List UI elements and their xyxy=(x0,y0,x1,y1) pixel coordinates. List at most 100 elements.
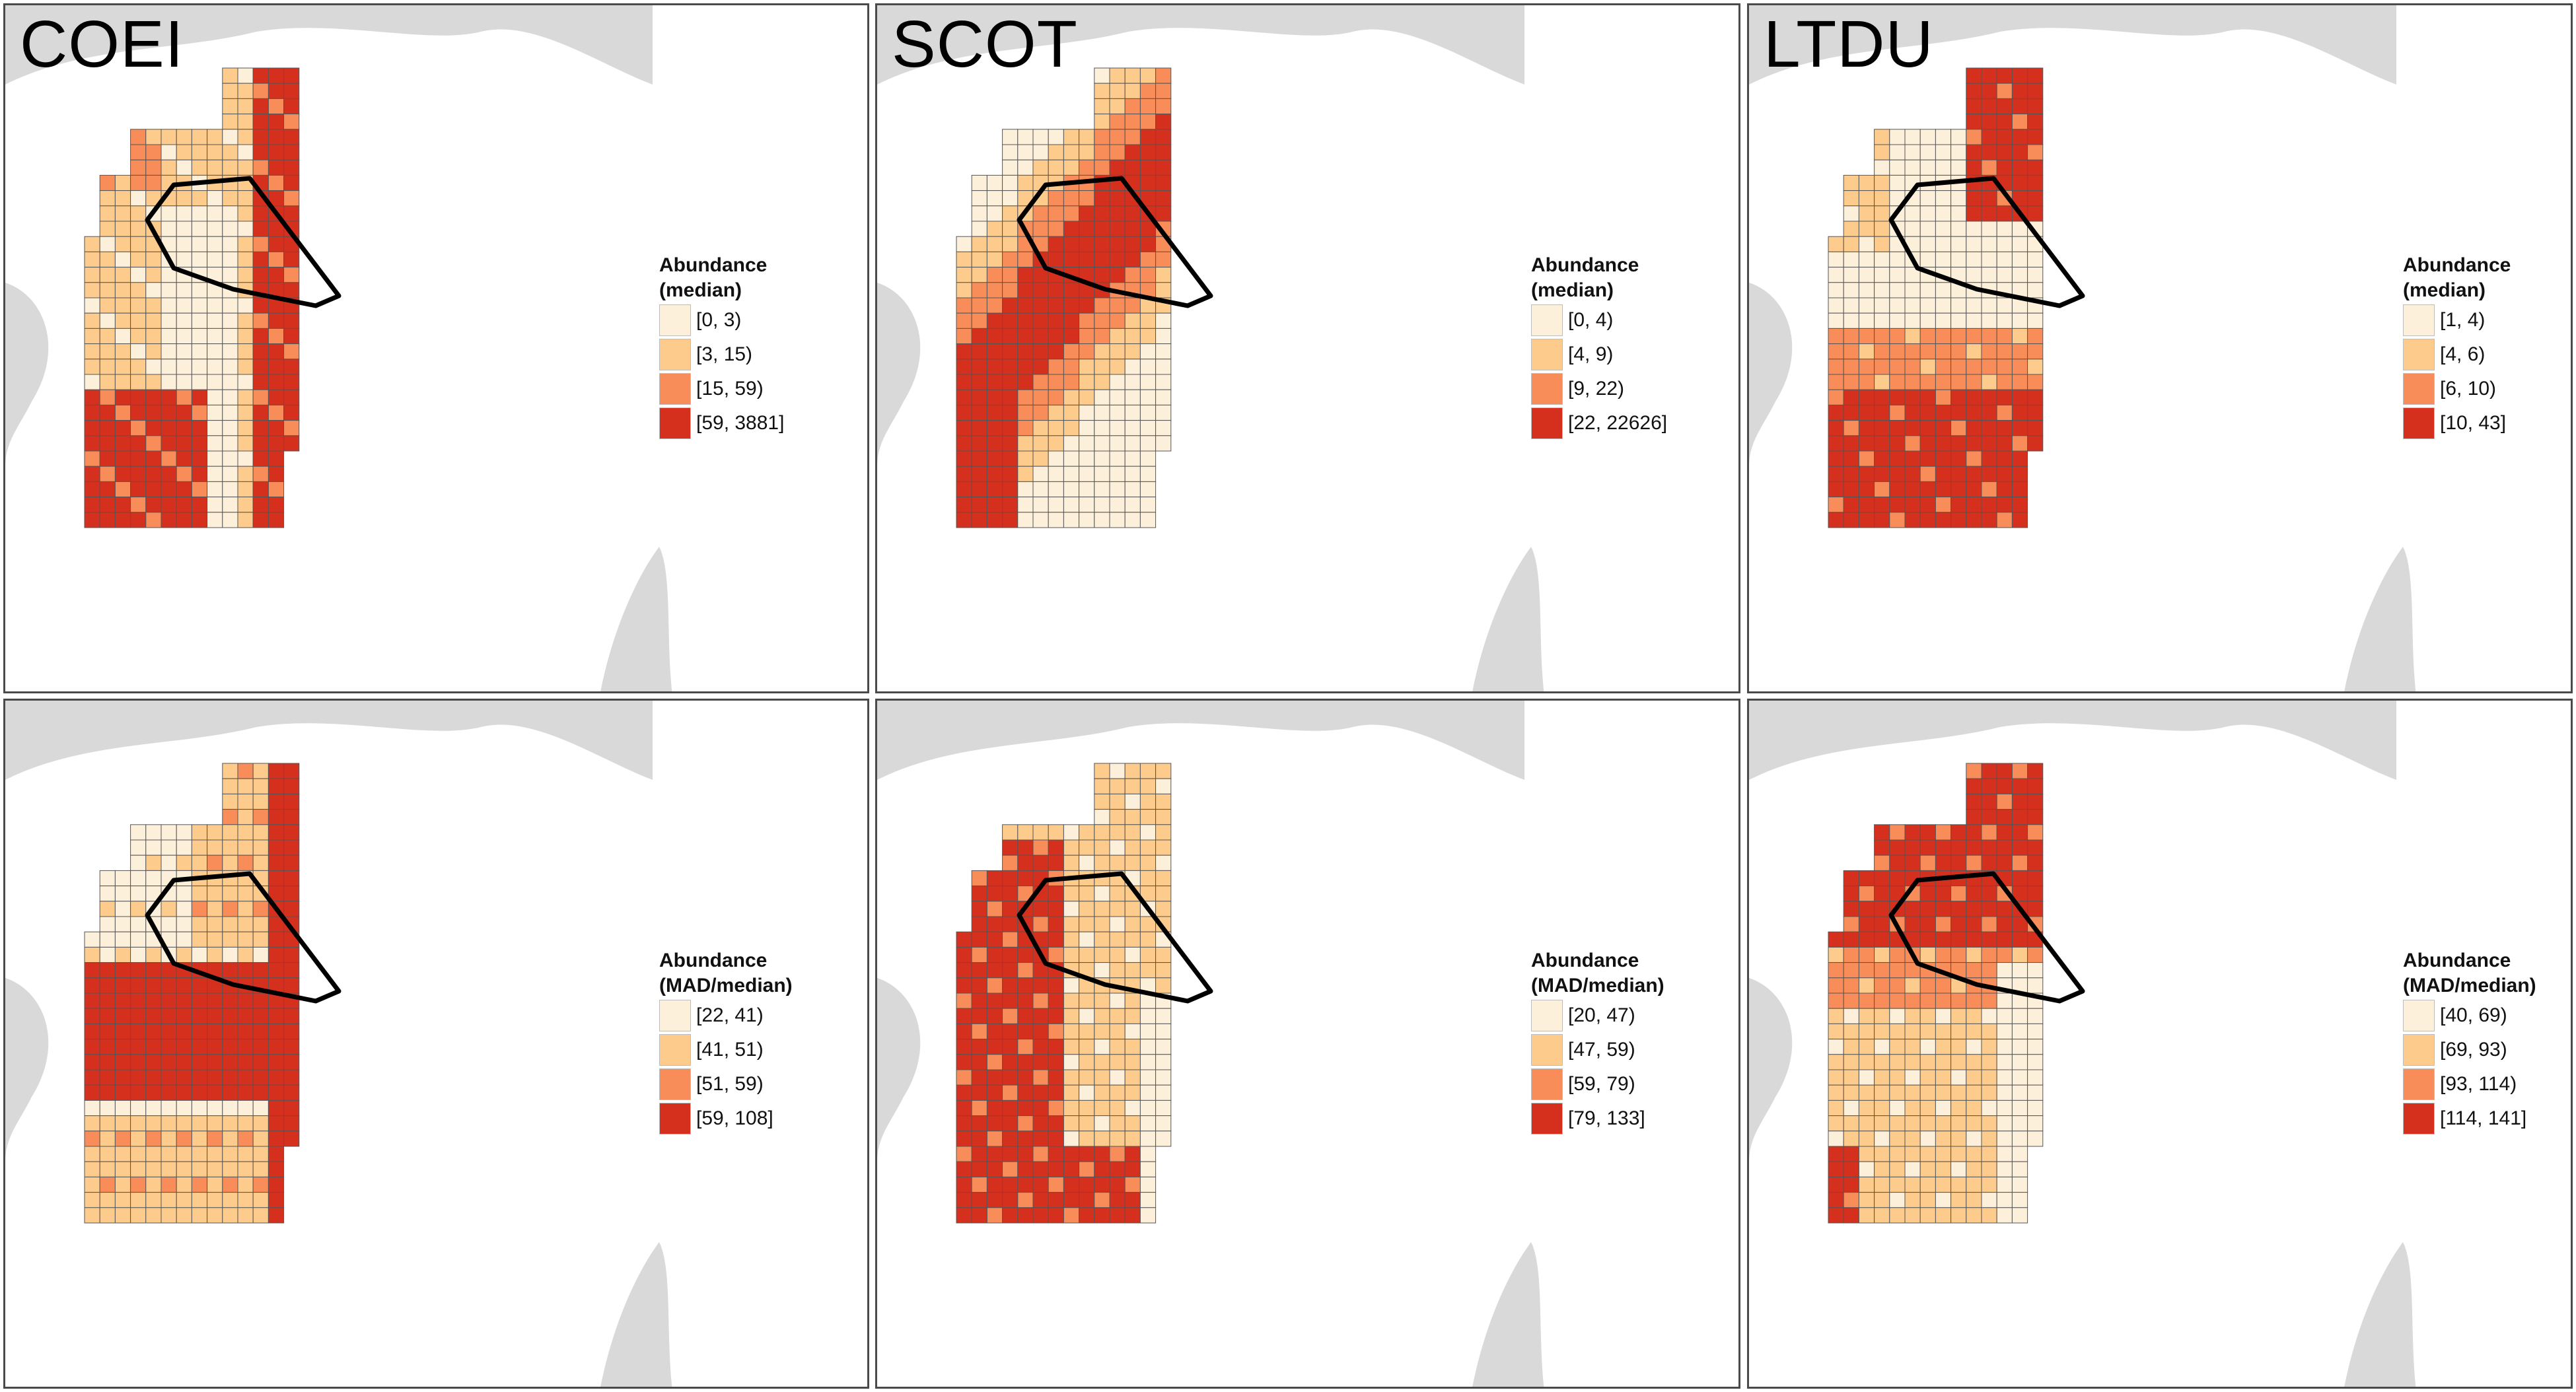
grid-cell xyxy=(1079,312,1095,329)
grid-cell xyxy=(130,1099,147,1117)
grid-cell xyxy=(1032,1023,1049,1040)
grid-cell xyxy=(1889,404,1906,421)
grid-cell xyxy=(1002,236,1019,252)
grid-cell xyxy=(1904,359,1921,375)
grid-cell xyxy=(1155,809,1172,825)
grid-cell xyxy=(1919,824,1936,841)
grid-cell xyxy=(1017,1023,1034,1040)
grid-cell xyxy=(1889,946,1906,963)
grid-cell xyxy=(1935,977,1952,994)
grid-cell xyxy=(1981,854,1997,871)
legend-title: Abundance xyxy=(659,950,768,971)
grid-cell xyxy=(1919,992,1936,1009)
grid-cell xyxy=(1935,404,1952,421)
grid-cell xyxy=(268,67,285,84)
grid-cell xyxy=(1843,1161,1859,1177)
grid-cell xyxy=(114,205,131,222)
grid-cell xyxy=(971,205,987,222)
grid-cell xyxy=(1094,1008,1110,1024)
grid-cell xyxy=(1002,205,1019,222)
grid-cell xyxy=(84,359,100,375)
grid-cell xyxy=(986,992,1003,1009)
grid-cell xyxy=(1017,343,1034,360)
grid-cell xyxy=(99,1161,116,1177)
grid-cell xyxy=(2027,359,2044,375)
grid-cell xyxy=(1889,1084,1906,1101)
grid-cell xyxy=(2027,1115,2044,1132)
grid-cell xyxy=(268,854,285,871)
grid-cell xyxy=(1889,1146,1906,1162)
panel-coei-mad: Abundance (MAD/median) [22, 41) [41, 51)… xyxy=(3,699,869,1389)
grid-cell xyxy=(1889,977,1906,994)
legend-swatch xyxy=(659,339,691,370)
grid-cell xyxy=(1996,916,2013,932)
grid-cell xyxy=(1889,267,1906,283)
grid-cell xyxy=(986,916,1003,932)
panel-title: LTDU xyxy=(1764,7,1934,81)
grid-cell xyxy=(1935,297,1952,314)
grid-cell xyxy=(1996,404,2013,421)
grid-cell xyxy=(222,404,238,421)
grid-cell xyxy=(161,129,177,145)
grid-cell xyxy=(1032,466,1049,482)
grid-cell xyxy=(1981,1192,1997,1208)
grid-cell xyxy=(1124,420,1141,436)
grid-cell xyxy=(130,1192,147,1208)
grid-cell xyxy=(971,359,987,375)
grid-cell xyxy=(114,1192,131,1208)
grid-cell xyxy=(1919,1115,1936,1132)
grid-cell xyxy=(1874,190,1890,207)
grid-cell xyxy=(971,512,987,528)
grid-cell xyxy=(1017,267,1034,283)
grid-cell xyxy=(283,1054,300,1070)
grid-cell xyxy=(1919,251,1936,268)
grid-cell xyxy=(1874,1146,1890,1162)
grid-cell xyxy=(252,1069,269,1086)
grid-cell xyxy=(252,404,269,421)
grid-cell xyxy=(176,1146,192,1162)
grid-cell xyxy=(1981,1207,1997,1224)
grid-cell xyxy=(1981,793,1997,810)
grid-cell xyxy=(207,931,223,948)
legend-label: [79, 133] xyxy=(1568,1107,1645,1129)
grid-cell xyxy=(1966,763,1982,779)
grid-cell xyxy=(237,962,254,979)
grid-cell xyxy=(2011,83,2028,99)
grid-cell xyxy=(207,1115,223,1132)
grid-cell xyxy=(1981,1161,1997,1177)
grid-cell xyxy=(1996,1115,2013,1132)
grid-cell xyxy=(2027,1008,2044,1024)
grid-cell xyxy=(2027,159,2044,176)
grid-cell xyxy=(1032,1054,1049,1070)
grid-cell xyxy=(1981,1176,1997,1193)
grid-cell xyxy=(1155,946,1172,963)
grid-cell xyxy=(130,466,147,482)
grid-cell xyxy=(1889,435,1906,452)
grid-cell xyxy=(1950,312,1967,329)
legend-label: [0, 3) xyxy=(696,309,742,331)
grid-cell xyxy=(1858,450,1875,467)
grid-cell xyxy=(130,870,147,887)
grid-cell xyxy=(237,389,254,405)
grid-cell xyxy=(1950,343,1967,360)
grid-cell xyxy=(1002,1115,1019,1132)
grid-cell xyxy=(1063,824,1080,841)
grid-cell xyxy=(956,1176,972,1193)
grid-cell xyxy=(956,466,972,482)
grid-cell xyxy=(1858,251,1875,268)
grid-cell xyxy=(1874,946,1890,963)
grid-cell xyxy=(2011,962,2028,979)
grid-cell xyxy=(1950,159,1967,176)
grid-cell xyxy=(1139,1084,1157,1101)
grid-cell xyxy=(1996,1069,2013,1086)
grid-cell xyxy=(1874,159,1890,176)
grid-cell xyxy=(1109,481,1126,498)
grid-cell xyxy=(84,1192,100,1208)
grid-cell xyxy=(1048,1054,1064,1070)
grid-cell xyxy=(1919,1131,1936,1147)
grid-cell xyxy=(986,404,1003,421)
grid-cell xyxy=(1063,282,1080,298)
grid-cell xyxy=(1124,159,1141,176)
grid-cell xyxy=(1996,1023,2013,1040)
grid-cell xyxy=(1048,946,1064,963)
